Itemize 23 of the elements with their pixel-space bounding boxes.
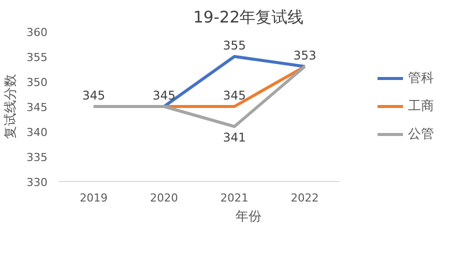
y-tick-label: 350 (26, 76, 48, 89)
data-label: 341 (222, 130, 246, 144)
data-label: 345 (82, 88, 106, 102)
legend-label: 公管 (408, 126, 434, 143)
y-tick-label: 360 (26, 26, 48, 39)
data-label: 355 (222, 38, 246, 52)
y-tick-label: 355 (26, 51, 48, 64)
x-tick-label: 2021 (220, 192, 248, 204)
y-tick-label: 330 (26, 176, 48, 189)
x-axis-title: 年份 (236, 210, 262, 224)
legend-label: 工商 (408, 98, 434, 115)
chart-title: 19-22年复试线 (193, 8, 304, 26)
y-axis-title: 复试线分数 (4, 74, 19, 139)
x-tick-label: 2022 (290, 192, 319, 204)
y-tick-label: 340 (26, 126, 48, 139)
data-label: 345 (152, 88, 176, 102)
x-tick-label: 2019 (80, 192, 108, 204)
y-tick-label: 335 (26, 151, 48, 164)
x-tick-label: 2020 (150, 192, 178, 204)
data-label: 353 (293, 48, 316, 62)
data-label: 345 (222, 88, 246, 102)
y-tick-label: 345 (26, 101, 48, 114)
legend-label: 管科 (408, 70, 434, 87)
